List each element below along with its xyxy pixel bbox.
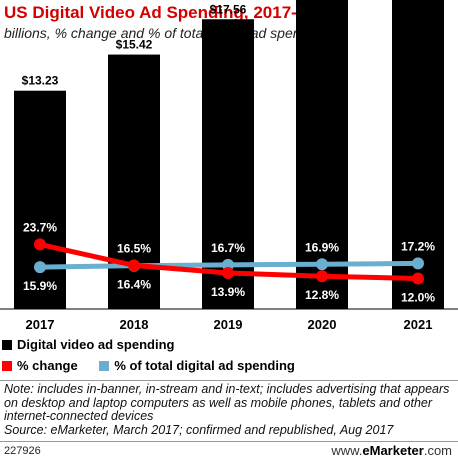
change-point-2018 bbox=[128, 259, 140, 272]
bar-value-label-2017: $13.23 bbox=[22, 74, 59, 88]
chart-title: US Digital Video Ad Spending, 2017-2021 bbox=[4, 3, 335, 22]
legend-swatch-change bbox=[2, 361, 12, 371]
brand-link[interactable]: www.eMarketer.com bbox=[331, 443, 452, 458]
source-text: Source: eMarketer, March 2017; confirmed… bbox=[4, 422, 394, 437]
divider-top bbox=[0, 380, 458, 381]
share-point-2017 bbox=[34, 261, 46, 274]
bar-2020 bbox=[296, 0, 348, 309]
legend-change-label: % change bbox=[17, 358, 78, 373]
legend-row-2: % change % of total digital ad spending bbox=[2, 358, 295, 373]
share-point-2021 bbox=[412, 257, 424, 270]
share-point-2020 bbox=[316, 258, 328, 271]
share-label-2019: 16.7% bbox=[211, 241, 245, 255]
change-label-2017: 23.7% bbox=[23, 220, 57, 234]
x-tick-label-2021: 2021 bbox=[404, 317, 433, 332]
x-tick-label-2018: 2018 bbox=[120, 317, 149, 332]
bar-2017 bbox=[14, 90, 66, 309]
note-text: Note: includes in-banner, in-stream and … bbox=[4, 382, 450, 423]
share-label-2018: 16.5% bbox=[117, 241, 151, 255]
change-point-2017 bbox=[34, 238, 46, 251]
share-label-2020: 16.9% bbox=[305, 240, 339, 254]
change-label-2020: 12.8% bbox=[305, 288, 339, 302]
change-label-2021: 12.0% bbox=[401, 291, 435, 305]
legend-row-1: Digital video ad spending bbox=[2, 337, 174, 352]
bar-value-label-2018: $15.42 bbox=[116, 38, 153, 52]
legend-share-label: % of total digital ad spending bbox=[114, 358, 295, 373]
change-point-2021 bbox=[412, 272, 424, 285]
x-tick-label-2019: 2019 bbox=[214, 317, 243, 332]
divider-bottom bbox=[0, 441, 458, 442]
legend-swatch-bar bbox=[2, 340, 12, 350]
brand-name: eMarketer bbox=[362, 443, 424, 458]
chart-plot: $13.23$15.42$17.56$19.81$22.1823.7%15.9%… bbox=[0, 0, 458, 332]
change-label-2018: 16.4% bbox=[117, 278, 151, 292]
share-label-2021: 17.2% bbox=[401, 239, 435, 253]
bar-value-label-2019: $17.56 bbox=[210, 2, 247, 16]
brand-prefix: www. bbox=[331, 443, 363, 458]
change-label-2019: 13.9% bbox=[211, 285, 245, 299]
change-point-2019 bbox=[222, 267, 234, 280]
x-tick-label-2017: 2017 bbox=[26, 317, 55, 332]
chart-note: Note: includes in-banner, in-stream and … bbox=[4, 382, 456, 437]
legend-bar-label: Digital video ad spending bbox=[17, 337, 175, 352]
x-tick-label-2020: 2020 bbox=[308, 317, 337, 332]
legend-swatch-share bbox=[99, 361, 110, 371]
brand-suffix: .com bbox=[423, 443, 452, 458]
change-point-2020 bbox=[316, 270, 328, 283]
share-label-2017: 15.9% bbox=[23, 279, 57, 293]
chart-id: 227926 bbox=[4, 445, 41, 457]
